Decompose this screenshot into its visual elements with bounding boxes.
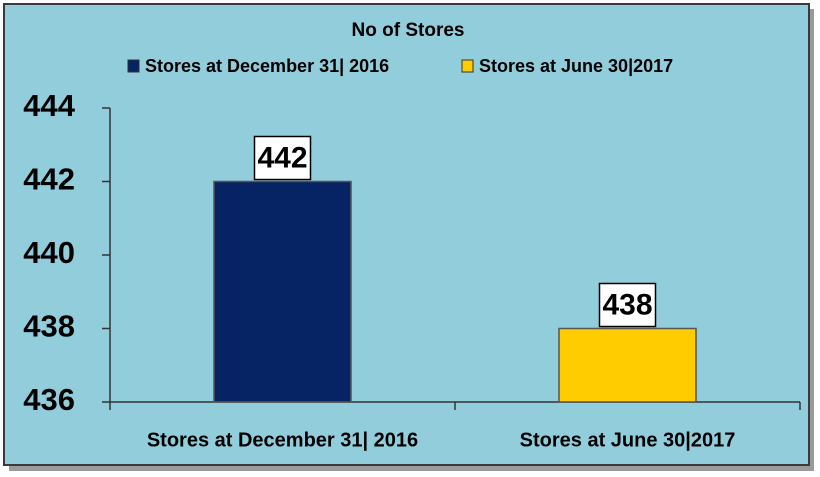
data-label-box (598, 282, 657, 328)
bar (558, 327, 697, 403)
legend-marker (461, 59, 474, 73)
legend-marker (127, 59, 140, 73)
y-tick-label: 444 (23, 88, 75, 123)
data-label: 438 (602, 288, 652, 321)
y-tick-label: 440 (23, 235, 75, 270)
data-label-box (253, 135, 312, 181)
x-tick-label: Stores at June 30|2017 (520, 429, 736, 451)
data-label: 442 (257, 141, 307, 174)
y-tick-label: 442 (23, 162, 75, 197)
legend-label: Stores at June 30|2017 (479, 56, 673, 76)
x-tick-label: Stores at December 31| 2016 (147, 429, 418, 451)
y-tick-label: 438 (23, 309, 75, 344)
y-tick-label: 436 (23, 382, 75, 417)
legend-label: Stores at December 31| 2016 (145, 56, 389, 76)
bar (213, 180, 352, 403)
chart-title: No of Stores (352, 20, 465, 41)
